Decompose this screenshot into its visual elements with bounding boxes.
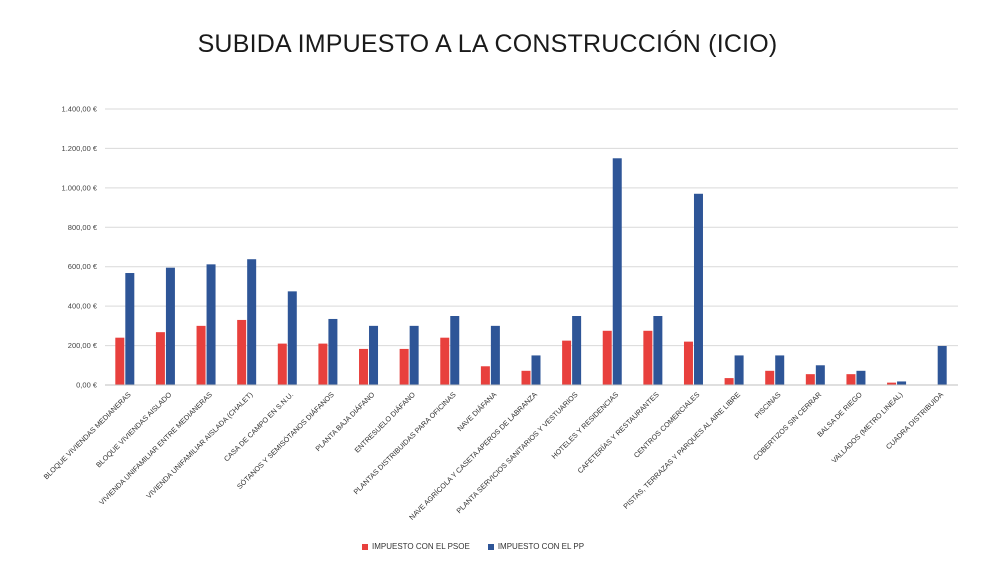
- bar-pp: [653, 316, 663, 385]
- bar-pp: [531, 355, 541, 385]
- x-tick-label: CENTROS COMERCIALES: [632, 390, 702, 460]
- x-tick-label: COBERTIZOS SIN CERRAR: [751, 390, 823, 462]
- bar-psoe: [115, 337, 125, 385]
- bar-psoe: [521, 370, 531, 385]
- bar-psoe: [399, 348, 409, 385]
- bar-psoe: [359, 348, 369, 385]
- bar-pp: [450, 316, 460, 385]
- bar-pp: [287, 291, 297, 385]
- y-tick-label: 1.000,00 €: [62, 183, 98, 192]
- bar-psoe: [155, 332, 165, 385]
- x-tick-label: PISCINAS: [753, 390, 783, 420]
- y-tick-label: 800,00 €: [68, 223, 98, 232]
- y-tick-label: 400,00 €: [68, 302, 98, 311]
- y-tick-label: 600,00 €: [68, 262, 98, 271]
- bar-pp: [369, 325, 379, 385]
- bar-pp: [897, 381, 907, 385]
- x-tick-label: VALLADOS (METRO LINEAL): [830, 390, 905, 465]
- legend-item-pp: IMPUESTO CON EL PP: [487, 542, 585, 551]
- x-tick-label: HOTELES Y RESIDENCIAS: [550, 390, 621, 461]
- bar-pp: [328, 318, 338, 385]
- bar-pp: [937, 345, 947, 385]
- bar-pp: [409, 325, 419, 385]
- bar-pp: [734, 355, 744, 385]
- bar-psoe: [683, 341, 693, 385]
- bar-pp: [165, 267, 175, 385]
- bar-psoe: [196, 325, 206, 385]
- bar-psoe: [440, 337, 450, 385]
- bar-psoe: [277, 343, 287, 385]
- bar-pp: [206, 264, 216, 385]
- x-tick-label: CASA DE CAMPO EN S.N.U.: [222, 390, 295, 463]
- bar-psoe: [602, 330, 612, 385]
- bar-pp: [775, 355, 785, 385]
- legend-swatch-pp: [487, 543, 494, 550]
- bar-psoe: [237, 319, 247, 385]
- y-tick-label: 1.400,00 €: [62, 105, 98, 114]
- bar-psoe: [562, 340, 572, 385]
- y-tick-label: 1.200,00 €: [62, 144, 98, 153]
- legend-item-psoe: IMPUESTO CON EL PSOE: [362, 542, 470, 551]
- bar-psoe: [480, 366, 490, 385]
- bar-pp: [612, 158, 622, 385]
- x-tick-label: NAVE DIÁFANA: [455, 390, 498, 433]
- legend: IMPUESTO CON EL PSOE IMPUESTO CON EL PP: [362, 542, 584, 551]
- bar-pp: [490, 325, 500, 385]
- bar-psoe: [805, 374, 815, 385]
- y-tick-label: 200,00 €: [68, 341, 98, 350]
- bar-psoe: [887, 382, 897, 385]
- x-tick-label: BLOQUE VIVIENDAS MEDIANERAS: [42, 390, 133, 481]
- x-tick-label: CAFETERÍAS Y RESTAURANTES: [576, 390, 661, 475]
- bar-pp: [693, 193, 703, 385]
- legend-swatch-psoe: [362, 543, 368, 550]
- bar-psoe: [724, 378, 734, 385]
- legend-label-psoe: IMPUESTO CON EL PSOE: [372, 542, 470, 551]
- x-tick-label: BLOQUE VIVIENDAS AISLADO: [94, 390, 174, 470]
- chart-title: SUBIDA IMPUESTO A LA CONSTRUCCIÓN (ICIO): [197, 30, 778, 58]
- bar-psoe: [765, 370, 775, 385]
- y-tick-label: 0,00 €: [76, 381, 98, 390]
- bar-pp: [572, 316, 582, 385]
- bar-psoe: [318, 343, 328, 385]
- bar-pp: [856, 370, 866, 385]
- bar-pp: [815, 365, 825, 385]
- bar-pp: [247, 259, 257, 385]
- bar-psoe: [846, 374, 856, 385]
- bar-pp: [125, 273, 135, 385]
- bar-psoe: [643, 330, 653, 385]
- legend-label-pp: IMPUESTO CON EL PP: [497, 542, 585, 551]
